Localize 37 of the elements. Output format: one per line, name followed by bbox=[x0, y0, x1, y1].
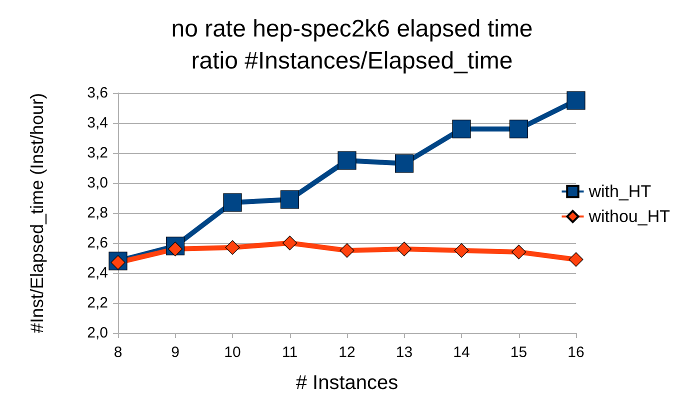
x-tick-label: 14 bbox=[453, 344, 470, 361]
y-tick-label: 2,6 bbox=[87, 234, 108, 252]
x-tick-label: 15 bbox=[510, 344, 528, 361]
point bbox=[396, 242, 412, 256]
y-axis-title: #Inst/Elapsed_time (Inst/hour) bbox=[27, 92, 47, 334]
point bbox=[511, 244, 526, 260]
y-tick-label: 2,4 bbox=[87, 264, 108, 282]
point bbox=[454, 243, 469, 258]
y-tick-label: 3,4 bbox=[87, 114, 108, 132]
point bbox=[566, 91, 586, 110]
point bbox=[280, 190, 300, 209]
point bbox=[340, 243, 354, 258]
y-tick-label: 3,0 bbox=[87, 174, 108, 192]
x-tick-label: 11 bbox=[282, 344, 298, 361]
x-tick-label: 9 bbox=[171, 344, 180, 361]
y-tick-label: 2,0 bbox=[87, 324, 108, 342]
x-tick-label: 16 bbox=[568, 344, 584, 361]
point bbox=[338, 151, 356, 170]
y-tick-label: 3,2 bbox=[87, 144, 108, 162]
legend-label: with_HT bbox=[588, 182, 652, 201]
x-tick-label: 12 bbox=[338, 344, 356, 361]
point bbox=[452, 120, 471, 138]
legend-label: withou_HT bbox=[588, 207, 670, 226]
x-tick-label: 10 bbox=[224, 344, 241, 361]
point bbox=[568, 252, 584, 267]
chart-title: no rate hep-spec2k6 elapsed time ratio #Instances/Elapsed_time bbox=[171, 16, 533, 74]
point bbox=[282, 236, 298, 250]
y-tick-label: 3,6 bbox=[87, 84, 108, 102]
point bbox=[509, 120, 528, 138]
x-axis-title: # Instances bbox=[296, 372, 398, 394]
x-tick-label: 13 bbox=[396, 344, 413, 361]
point bbox=[225, 240, 240, 255]
point bbox=[394, 154, 414, 173]
y-tick-label: 2,8 bbox=[87, 204, 108, 222]
point bbox=[223, 193, 242, 212]
y-tick-label: 2,2 bbox=[87, 294, 108, 312]
x-tick-label: 8 bbox=[114, 344, 122, 361]
